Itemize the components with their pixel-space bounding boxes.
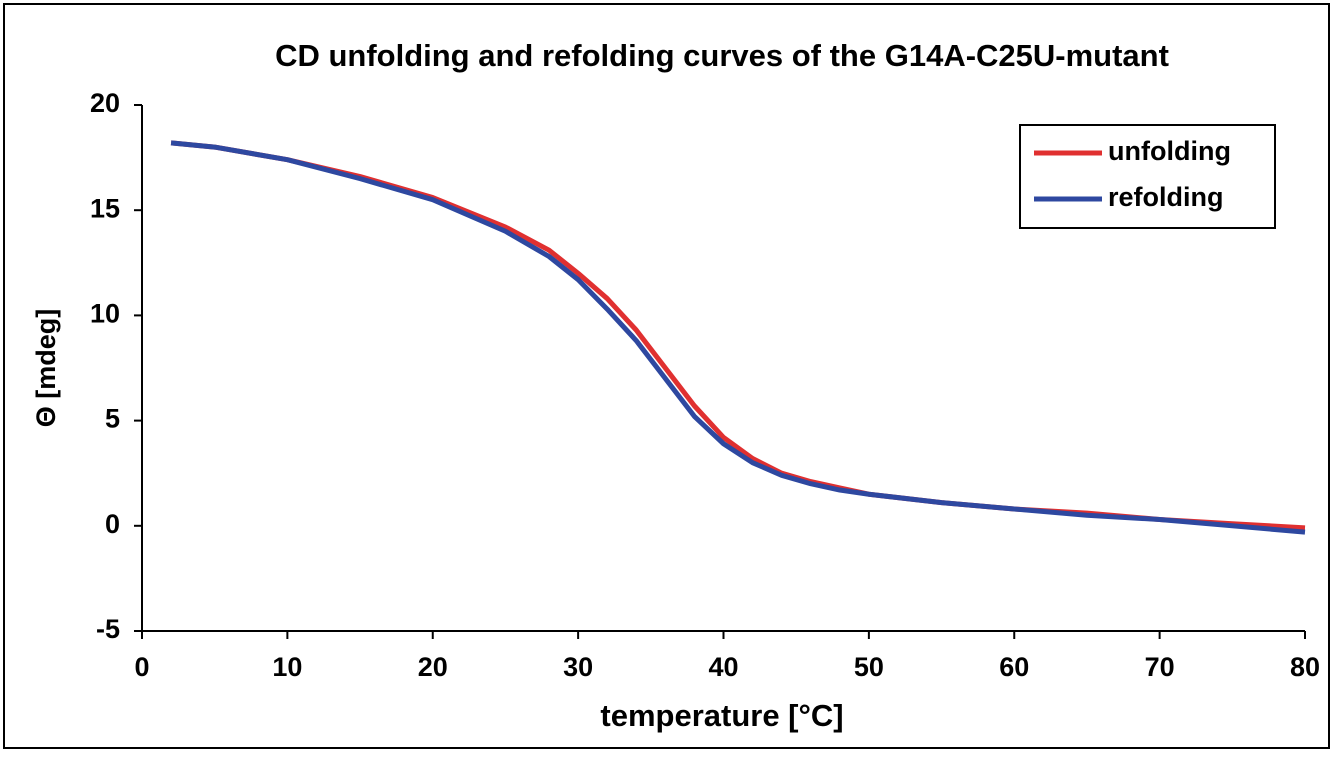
- y-tick-label: 15: [90, 193, 120, 223]
- x-tick-label: 40: [708, 652, 738, 682]
- x-tick-label: 50: [854, 652, 884, 682]
- y-tick-label: 0: [105, 509, 120, 539]
- y-axis-label: Θ [mdeg]: [31, 309, 61, 428]
- legend-label: unfolding: [1108, 136, 1231, 166]
- y-tick-label: -5: [96, 614, 120, 644]
- x-tick-label: 10: [272, 652, 302, 682]
- frame: [3, 3, 1330, 749]
- y-tick-label: 5: [105, 404, 120, 434]
- data-line: [170, 140, 1306, 535]
- x-tick-label: 0: [134, 652, 149, 682]
- legend-box: [1019, 124, 1276, 229]
- y-tick-label: 10: [90, 299, 120, 329]
- x-tick-label: 20: [418, 652, 448, 682]
- x-tick-label: 30: [563, 652, 593, 682]
- x-tick-label: 80: [1290, 652, 1320, 682]
- x-tick-label: 70: [1145, 652, 1175, 682]
- x-tick-label: 60: [999, 652, 1029, 682]
- legend-label: refolding: [1108, 182, 1224, 212]
- x-axis-label: temperature [°C]: [600, 698, 843, 733]
- y-tick-label: 20: [90, 88, 120, 118]
- chart-title: CD unfolding and refolding curves of the…: [275, 38, 1169, 73]
